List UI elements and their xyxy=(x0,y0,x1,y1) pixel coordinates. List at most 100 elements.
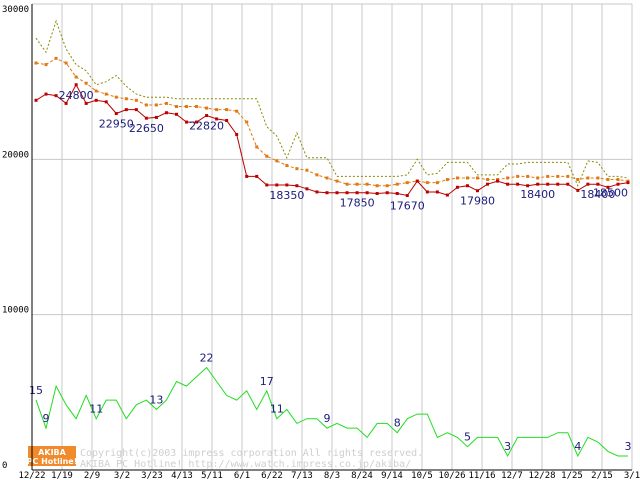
series-average-point xyxy=(325,176,329,180)
series-average-point xyxy=(245,120,249,124)
series-average-point xyxy=(435,181,439,185)
series-average-point xyxy=(546,174,550,178)
y-tick-label: 20000 xyxy=(2,150,29,160)
data-label: 17 xyxy=(260,375,274,388)
x-tick-label: 8/3 xyxy=(324,471,340,480)
x-tick-label: 11/16 xyxy=(468,471,495,480)
series-minimum-point xyxy=(235,132,239,136)
data-label: 18400 xyxy=(580,188,615,201)
series-minimum-point xyxy=(34,98,38,102)
series-average-point xyxy=(526,174,530,178)
series-minimum-point xyxy=(536,182,540,186)
series-average-point xyxy=(195,105,199,109)
series-average-point xyxy=(616,178,620,182)
series-average-point xyxy=(164,101,168,105)
data-label: 22650 xyxy=(129,122,164,135)
x-tick-label: 10/26 xyxy=(438,471,465,480)
series-average-point xyxy=(305,168,309,172)
series-minimum-point xyxy=(44,92,48,96)
series-minimum-line xyxy=(35,83,629,197)
data-label: 5 xyxy=(464,431,471,444)
series-average-point xyxy=(516,174,520,178)
series-minimum-point xyxy=(566,182,570,186)
series-minimum-point xyxy=(385,191,389,195)
series-average-point xyxy=(355,182,359,186)
watermark-url: AKIBA PC Hotline! http://www.watch.impre… xyxy=(80,459,411,470)
x-tick-label: 3/23 xyxy=(141,471,163,480)
data-label: 17670 xyxy=(390,200,425,213)
series-minimum-point xyxy=(506,182,510,186)
series-minimum-point xyxy=(325,191,329,195)
x-tick-label: 3/2 xyxy=(114,471,130,480)
data-label: 17980 xyxy=(460,195,495,208)
series-average-point xyxy=(174,105,178,109)
x-tick-label: 9/14 xyxy=(381,471,403,480)
series-average-point xyxy=(225,108,229,112)
series-minimum-point xyxy=(465,184,469,188)
x-tick-label: 5/11 xyxy=(201,471,223,480)
x-tick-label: 12/7 xyxy=(501,471,523,480)
series-minimum-point xyxy=(516,182,520,186)
series-minimum-point xyxy=(405,194,409,198)
data-label: 11 xyxy=(270,403,284,416)
grid xyxy=(31,3,633,471)
series-average-point xyxy=(365,182,369,186)
data-label: 22 xyxy=(200,351,214,364)
series-average-point xyxy=(465,176,469,180)
watermark-logo xyxy=(28,446,76,466)
x-tick-label: 4/13 xyxy=(171,471,193,480)
series-average-point xyxy=(185,105,189,109)
x-tick-label: 10/5 xyxy=(411,471,433,480)
series-minimum-point xyxy=(285,183,289,187)
series-average-point xyxy=(34,61,38,65)
series-minimum-point xyxy=(134,108,138,112)
series-average-point xyxy=(586,176,590,180)
series-minimum-point xyxy=(455,185,459,189)
series-average-point xyxy=(345,182,349,186)
series-minimum-point xyxy=(275,183,279,187)
series-minimum-point xyxy=(415,179,419,183)
data-label: 22950 xyxy=(99,118,134,131)
data-label: 24800 xyxy=(59,89,94,102)
series-average-point xyxy=(596,176,600,180)
series-average-point xyxy=(205,106,209,110)
series-average-point xyxy=(144,103,148,107)
series-minimum-point xyxy=(195,120,199,124)
series-average-point xyxy=(44,63,48,67)
series-minimum-point xyxy=(315,190,319,194)
series-minimum-point xyxy=(355,191,359,195)
y-tick-label: 30000 xyxy=(2,5,29,15)
data-label: 11 xyxy=(89,403,103,416)
data-label: 9 xyxy=(43,412,50,425)
series-minimum-point xyxy=(154,115,158,119)
series-minimum-point xyxy=(596,182,600,186)
series-average-point xyxy=(445,178,449,182)
series-average-point xyxy=(335,179,339,183)
series-minimum-point xyxy=(205,114,209,118)
series-minimum-point xyxy=(425,190,429,194)
series-average-point xyxy=(275,159,279,163)
series-average-point xyxy=(606,178,610,182)
series-minimum-point xyxy=(626,181,630,185)
watermark-copyright: Copyright(c)2003 impress corporation All… xyxy=(80,448,423,459)
series-average-point xyxy=(295,167,299,171)
data-label: 4 xyxy=(574,440,581,453)
x-tick-label: 2/15 xyxy=(591,471,613,480)
data-label: 18500 xyxy=(593,187,628,200)
series-minimum-point xyxy=(475,189,479,193)
series-minimum-point xyxy=(586,182,590,186)
x-axis-ticks: 12/22 1/19 2/9 3/2 3/23 4/13 5/11 6/1 6/22 7/13 8/… xyxy=(18,471,640,480)
series-average-point xyxy=(265,154,269,158)
series-average-point xyxy=(506,176,510,180)
series-average-point xyxy=(154,103,158,107)
series-average-point xyxy=(405,181,409,185)
series-average-point xyxy=(315,173,319,177)
x-tick-label: 6/22 xyxy=(261,471,283,480)
series-average-point xyxy=(385,184,389,188)
x-tick-label: 3/1 xyxy=(624,471,640,480)
series-average-point xyxy=(455,176,459,180)
y-axis-ticks: 0 10000 20000 30000 xyxy=(2,5,29,471)
series-minimum-point xyxy=(606,185,610,189)
series-minimum-point xyxy=(375,192,379,196)
